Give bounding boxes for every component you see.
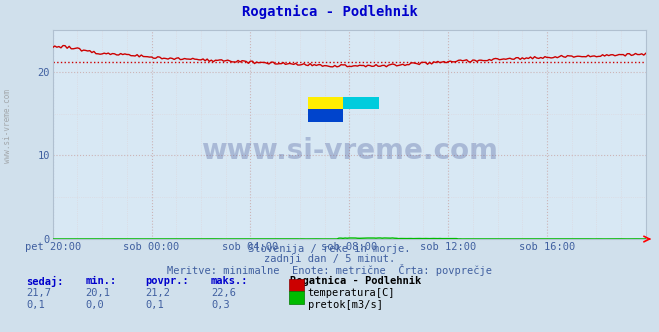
Text: maks.:: maks.:: [211, 276, 248, 286]
Text: 22,6: 22,6: [211, 288, 236, 298]
FancyArrow shape: [52, 238, 53, 239]
Text: min.:: min.:: [86, 276, 117, 286]
Text: 21,7: 21,7: [26, 288, 51, 298]
Text: 0,3: 0,3: [211, 300, 229, 310]
Text: 20,1: 20,1: [86, 288, 111, 298]
Text: www.si-vreme.com: www.si-vreme.com: [3, 89, 13, 163]
Text: Rogatnica - Podlehnik: Rogatnica - Podlehnik: [290, 276, 421, 286]
Text: zadnji dan / 5 minut.: zadnji dan / 5 minut.: [264, 254, 395, 264]
Text: temperatura[C]: temperatura[C]: [308, 288, 395, 298]
Bar: [308, 97, 343, 109]
Text: Slovenija / reke in morje.: Slovenija / reke in morje.: [248, 244, 411, 254]
Text: 21,2: 21,2: [145, 288, 170, 298]
Text: 0,1: 0,1: [26, 300, 45, 310]
Text: povpr.:: povpr.:: [145, 276, 188, 286]
Text: Meritve: minimalne  Enote: metrične  Črta: povprečje: Meritve: minimalne Enote: metrične Črta:…: [167, 264, 492, 276]
Bar: [343, 97, 379, 109]
Text: sedaj:: sedaj:: [26, 276, 64, 287]
Text: 0,1: 0,1: [145, 300, 163, 310]
Bar: [308, 109, 343, 122]
Text: Rogatnica - Podlehnik: Rogatnica - Podlehnik: [242, 5, 417, 19]
Text: pretok[m3/s]: pretok[m3/s]: [308, 300, 383, 310]
Text: www.si-vreme.com: www.si-vreme.com: [201, 137, 498, 165]
Text: 0,0: 0,0: [86, 300, 104, 310]
